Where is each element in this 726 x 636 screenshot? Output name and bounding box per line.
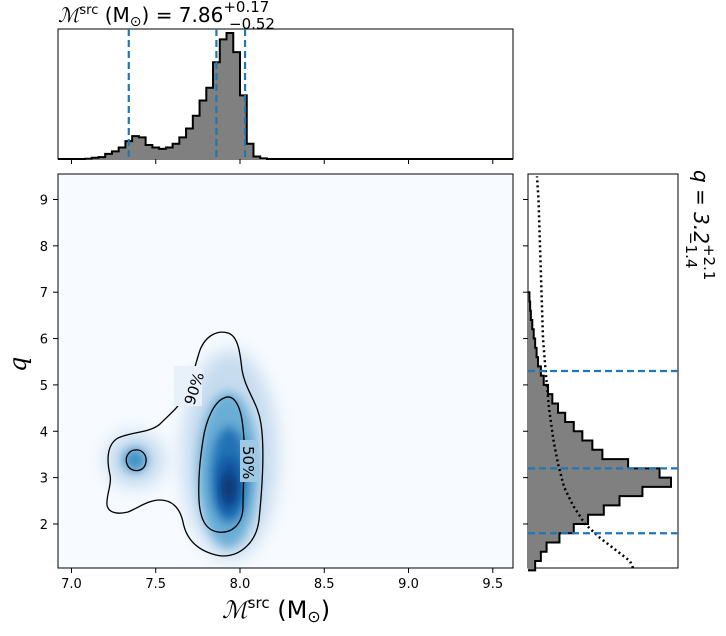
x-tick-label: 9.5 xyxy=(482,577,503,592)
y-tick-label: 6 xyxy=(40,333,48,348)
q-histogram-outline xyxy=(528,291,672,572)
q-quantile-lines xyxy=(528,369,678,535)
x-axis-label: ℳsrc (M⊙) xyxy=(222,594,330,626)
q-prior-dotted xyxy=(535,176,635,569)
contour-90 xyxy=(106,331,264,557)
y-tick-label: 2 xyxy=(40,518,48,533)
svg-text:q = 3.2+2.1: q = 3.2+2.1 xyxy=(689,170,718,280)
y-tick-label: 4 xyxy=(40,425,48,440)
mchirp-histogram-outline xyxy=(58,32,513,160)
q-histogram-fill xyxy=(528,292,671,571)
contour-50-small xyxy=(125,449,147,472)
mchirp-histogram-fill xyxy=(58,33,267,159)
x-tick-label: 7.0 xyxy=(61,577,82,592)
y-tick-label: 9 xyxy=(40,193,48,208)
right-title: q = 3.2+2.1 −1.4 xyxy=(682,170,718,280)
y-tick-label: 7 xyxy=(40,286,48,301)
x-tick-label: 8.5 xyxy=(314,577,335,592)
top-title: ℳsrc (M⊙) = 7.86+0.17 xyxy=(58,0,269,30)
y-tick-label: 8 xyxy=(40,240,48,255)
x-tick-label: 7.5 xyxy=(145,577,166,592)
right-panel-ticks xyxy=(523,198,528,525)
y-axis-label: q xyxy=(4,357,32,372)
x-tick-label: 8.0 xyxy=(230,577,251,592)
x-tick-label: 9.0 xyxy=(398,577,419,592)
contour-label-50: 50% xyxy=(239,446,257,479)
contour-50-main xyxy=(198,396,245,533)
x-axis-ticks: 7.0 7.5 8.0 8.5 9.0 9.5 xyxy=(61,568,503,592)
top-histogram-panel xyxy=(57,28,514,164)
top-panel-ticks xyxy=(70,159,494,164)
y-tick-label: 5 xyxy=(40,379,48,394)
svg-text:−1.4: −1.4 xyxy=(682,232,700,268)
right-histogram-panel xyxy=(523,173,679,572)
y-tick-label: 3 xyxy=(40,472,48,487)
y-axis-ticks: 2 3 4 5 6 7 8 9 xyxy=(40,193,58,533)
